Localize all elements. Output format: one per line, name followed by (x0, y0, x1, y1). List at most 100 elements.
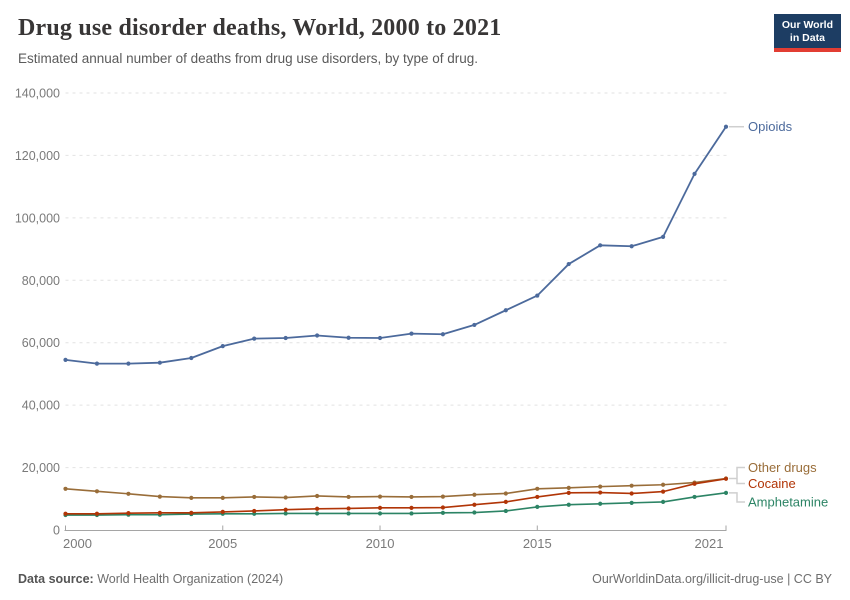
y-axis-tick-label: 100,000 (15, 211, 60, 225)
data-point (409, 494, 414, 500)
x-axis-tick-label: 2010 (366, 536, 395, 551)
data-point (157, 494, 162, 499)
data-point (629, 483, 634, 488)
chart-footer: Data source: World Health Organization (… (18, 572, 832, 586)
legend-connector (729, 466, 745, 480)
x-axis-tick-label: 2015 (523, 536, 552, 551)
data-point (346, 511, 351, 516)
data-point (346, 506, 351, 511)
data-point (440, 505, 446, 510)
data-point (315, 493, 320, 499)
data-point (409, 331, 414, 336)
data-point (94, 511, 100, 516)
data-point (63, 486, 68, 491)
data-point (692, 171, 697, 176)
owid-logo: Our World in Data (773, 14, 841, 53)
data-point (660, 482, 666, 487)
y-axis-tick-label: 40,000 (22, 399, 60, 413)
data-point (283, 495, 288, 500)
data-point (440, 332, 446, 337)
data-point (535, 293, 540, 298)
y-axis-tick-label: 60,000 (22, 336, 60, 350)
data-point (94, 361, 100, 366)
data-point (472, 322, 477, 328)
credit-link[interactable]: OurWorldinData.org/illicit-drug-use | CC… (592, 572, 832, 586)
data-point (472, 510, 477, 515)
data-point (692, 481, 697, 486)
data-point (598, 501, 603, 506)
data-point (660, 234, 666, 239)
data-point (220, 495, 225, 500)
data-point (315, 333, 320, 338)
data-point (535, 504, 540, 510)
data-point (63, 511, 68, 516)
data-point (94, 489, 100, 494)
data-point (283, 511, 288, 516)
legend-connector (729, 492, 745, 503)
data-source-value: World Health Organization (2024) (97, 572, 284, 586)
data-point (503, 499, 508, 505)
data-point (409, 505, 414, 510)
data-point (126, 511, 131, 516)
data-point (472, 492, 477, 497)
legend-label-amphetamine[interactable]: Amphetamine (748, 495, 828, 510)
data-point (598, 243, 603, 248)
data-point (189, 495, 194, 500)
data-point (598, 490, 603, 495)
data-point (598, 484, 603, 489)
y-axis-tick-label: 120,000 (15, 149, 60, 163)
series-line-opioids[interactable] (65, 126, 727, 365)
data-point (315, 511, 320, 516)
data-point (503, 508, 508, 514)
data-point (409, 511, 414, 516)
series-line-cocaine[interactable] (65, 478, 727, 515)
data-point (535, 486, 540, 491)
data-point (440, 510, 446, 515)
data-point (189, 510, 194, 515)
owid-logo-line1: Our World (781, 19, 833, 31)
data-point (629, 500, 634, 505)
data-point (692, 494, 697, 500)
data-point (723, 476, 729, 481)
x-axis-tick-label: 2021 (695, 536, 724, 551)
y-axis-tick-label: 0 (53, 524, 60, 538)
data-point (63, 357, 68, 362)
data-point (315, 506, 320, 511)
data-point (252, 494, 257, 500)
data-point (629, 491, 634, 496)
data-point (126, 361, 131, 366)
data-point (535, 494, 540, 500)
series-line-other-drugs[interactable] (65, 477, 727, 499)
legend-label-other-drugs[interactable]: Other drugs (748, 460, 817, 475)
data-point (629, 244, 634, 249)
data-point (220, 344, 225, 349)
data-point (503, 491, 508, 496)
series-line-amphetamine[interactable] (65, 492, 727, 516)
data-source-label: Data source: (18, 572, 94, 586)
data-point (283, 507, 288, 512)
data-source: Data source: World Health Organization (… (18, 572, 283, 586)
data-point (346, 494, 351, 500)
legend-label-cocaine[interactable]: Cocaine (748, 476, 796, 491)
data-point (566, 502, 571, 507)
chart-subtitle: Estimated annual number of deaths from d… (18, 51, 479, 66)
y-axis-tick-label: 80,000 (22, 274, 60, 288)
data-point (723, 124, 729, 129)
y-axis-tick-label: 140,000 (15, 87, 60, 101)
y-axis-tick-label: 20,000 (22, 461, 60, 475)
x-axis-tick-label: 2005 (208, 536, 237, 551)
data-point (157, 510, 162, 515)
data-point (283, 335, 288, 341)
data-point (346, 335, 351, 340)
data-point (440, 494, 446, 499)
data-point (660, 489, 666, 494)
data-point (252, 336, 257, 341)
data-point (566, 485, 571, 490)
owid-logo-line2: in Data (789, 32, 825, 45)
page-title: Drug use disorder deaths, World, 2000 to… (18, 15, 502, 41)
data-point (220, 509, 225, 514)
legend-label-opioids[interactable]: Opioids (748, 119, 793, 134)
data-point (126, 491, 131, 496)
data-point (723, 490, 729, 495)
